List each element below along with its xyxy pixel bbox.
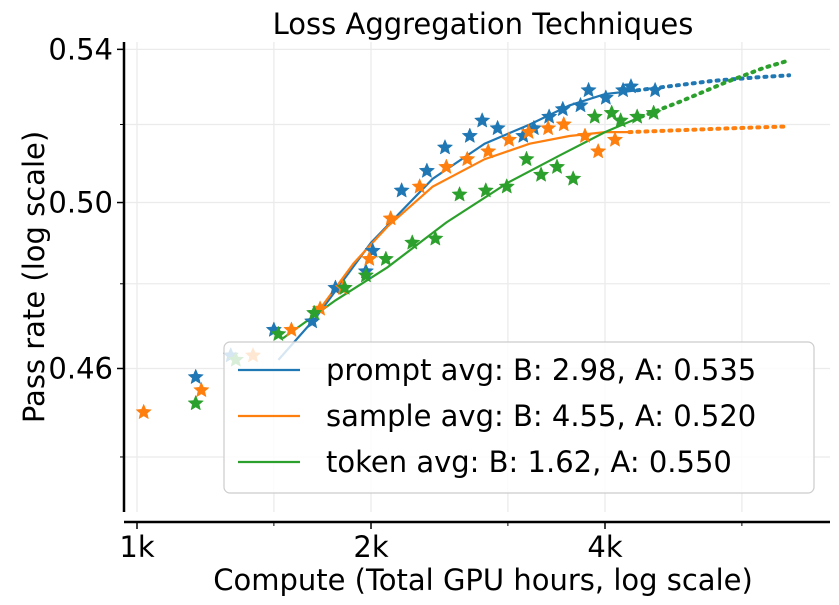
data-point — [606, 131, 624, 147]
data-point — [393, 181, 410, 198]
fit-line-2 — [282, 115, 642, 340]
x-tick-label: 1k — [119, 530, 154, 564]
data-point — [305, 304, 323, 321]
data-point — [500, 131, 518, 147]
data-point — [473, 111, 491, 128]
fit-curves — [277, 58, 792, 361]
x-axis-label: Compute (Total GPU hours, log scale) — [213, 563, 753, 597]
data-point — [477, 181, 495, 198]
data-point — [580, 81, 597, 98]
data-point — [532, 166, 550, 182]
data-point — [564, 170, 582, 186]
fit-line-0 — [277, 89, 638, 361]
data-point — [479, 142, 497, 159]
data-point — [459, 150, 476, 167]
data-point — [418, 162, 436, 178]
data-point — [451, 185, 468, 202]
data-point — [187, 368, 204, 385]
data-point — [518, 150, 535, 167]
legend-label: sample avg: B: 4.55, A: 0.520 — [326, 399, 756, 433]
x-tick-label: 2k — [353, 530, 388, 564]
y-tick-label: 0.50 — [48, 186, 113, 220]
data-point — [622, 77, 640, 94]
data-point — [554, 100, 572, 117]
data-point — [135, 403, 152, 420]
tick-labels: 1k 2k 4k 0.46 0.50 0.54 — [48, 32, 743, 564]
data-point — [645, 104, 662, 121]
data-point — [555, 115, 572, 132]
data-point — [539, 119, 557, 136]
data-point — [628, 108, 646, 124]
data-point — [646, 81, 664, 98]
data-point — [576, 127, 594, 143]
data-point — [270, 325, 287, 342]
data-point — [357, 266, 375, 283]
data-point — [520, 123, 537, 140]
data-point — [589, 142, 607, 159]
data-point — [377, 250, 395, 267]
legend-label: token avg: B: 1.62, A: 0.550 — [326, 445, 732, 479]
chart-title: Loss Aggregation Techniques — [273, 7, 694, 41]
data-point — [498, 178, 515, 194]
data-point — [597, 89, 615, 105]
legend-box — [223, 341, 815, 494]
axes — [122, 42, 830, 524]
legend-label: prompt avg: B: 2.98, A: 0.535 — [326, 353, 756, 387]
y-axis-label: Pass rate (log scale) — [17, 131, 51, 423]
y-tick-label: 0.54 — [48, 32, 113, 66]
fit-extrapolation-1 — [627, 124, 792, 135]
data-point — [489, 119, 506, 136]
data-point — [603, 104, 620, 121]
fit-line-1 — [319, 131, 630, 310]
fit-extrapolation-2 — [639, 58, 792, 119]
y-tick-label: 0.46 — [48, 351, 113, 385]
data-point — [612, 111, 629, 128]
data-point — [438, 158, 455, 175]
data-point — [586, 108, 603, 124]
data-point — [461, 127, 479, 143]
data-points — [135, 77, 664, 420]
data-point — [283, 321, 300, 337]
data-point — [411, 178, 428, 194]
data-point — [572, 96, 589, 113]
data-point — [436, 138, 454, 155]
data-point — [187, 394, 204, 411]
data-point — [427, 230, 444, 246]
data-point — [404, 234, 421, 250]
data-point — [540, 108, 558, 124]
legend: prompt avg: B: 2.98, A: 0.535 sample avg:… — [223, 341, 815, 494]
data-point — [193, 381, 210, 398]
data-point — [336, 279, 353, 295]
data-point — [548, 158, 566, 175]
x-tick-label: 4k — [587, 530, 622, 564]
data-point — [382, 209, 399, 226]
data-point — [361, 250, 378, 267]
